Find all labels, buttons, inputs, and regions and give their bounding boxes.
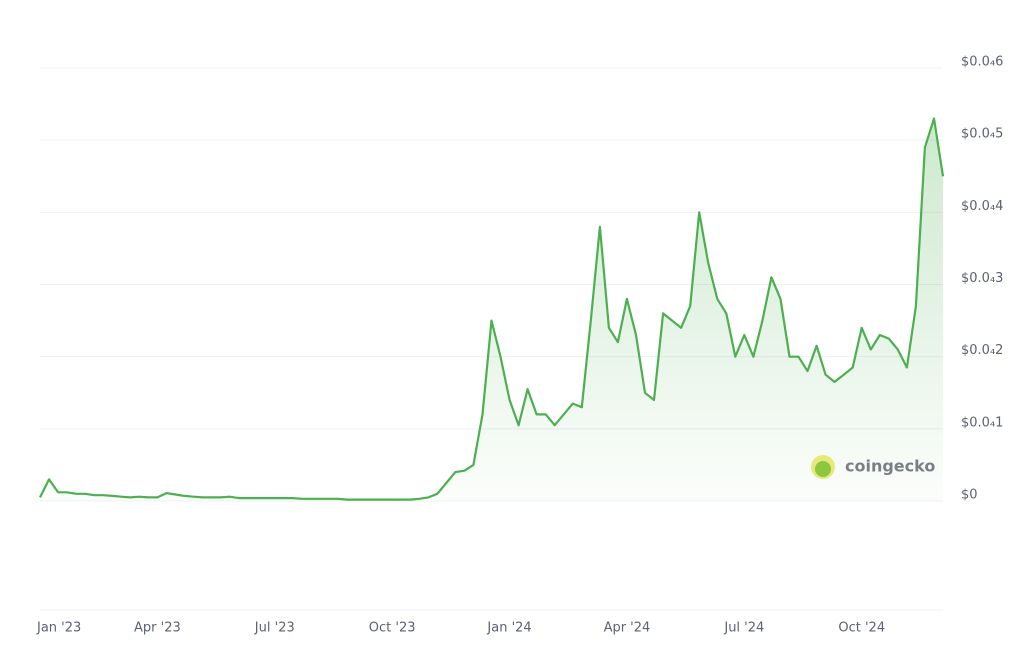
watermark-group: coingecko — [811, 455, 935, 479]
plot: $0 $0.0₄1 $0.0₄2 $0.0₄3 $0.0₄4 $0.0₄5 $0.0₄6 Ja… — [36, 55, 1003, 636]
x-tick-label: Jul '24 — [723, 621, 764, 636]
x-tick-label: Jan '23 — [36, 621, 81, 636]
price-line — [39, 117, 945, 501]
y-tick-label: $0.0₄1 — [961, 415, 1003, 430]
price-area — [40, 118, 943, 501]
y-tick-label: $0.0₄3 — [961, 271, 1003, 286]
watermark: coingecko — [845, 457, 935, 476]
x-tick-label: Jan '24 — [486, 621, 531, 636]
x-tick-label: Apr '23 — [134, 621, 181, 636]
y-tick-label: $0.0₄5 — [961, 127, 1003, 142]
logo-inner — [815, 461, 831, 477]
x-tick-label: Oct '24 — [838, 621, 885, 636]
x-tick-label: Jul '23 — [254, 621, 295, 636]
y-tick-label: $0.0₄4 — [961, 199, 1003, 214]
x-tick-label: Apr '24 — [604, 621, 651, 636]
y-tick-label: $0.0₄6 — [961, 55, 1003, 70]
x-tick-label: Oct '23 — [369, 621, 416, 636]
y-tick-label: $0 — [961, 488, 978, 503]
y-tick-label: $0.0₄2 — [961, 343, 1003, 358]
